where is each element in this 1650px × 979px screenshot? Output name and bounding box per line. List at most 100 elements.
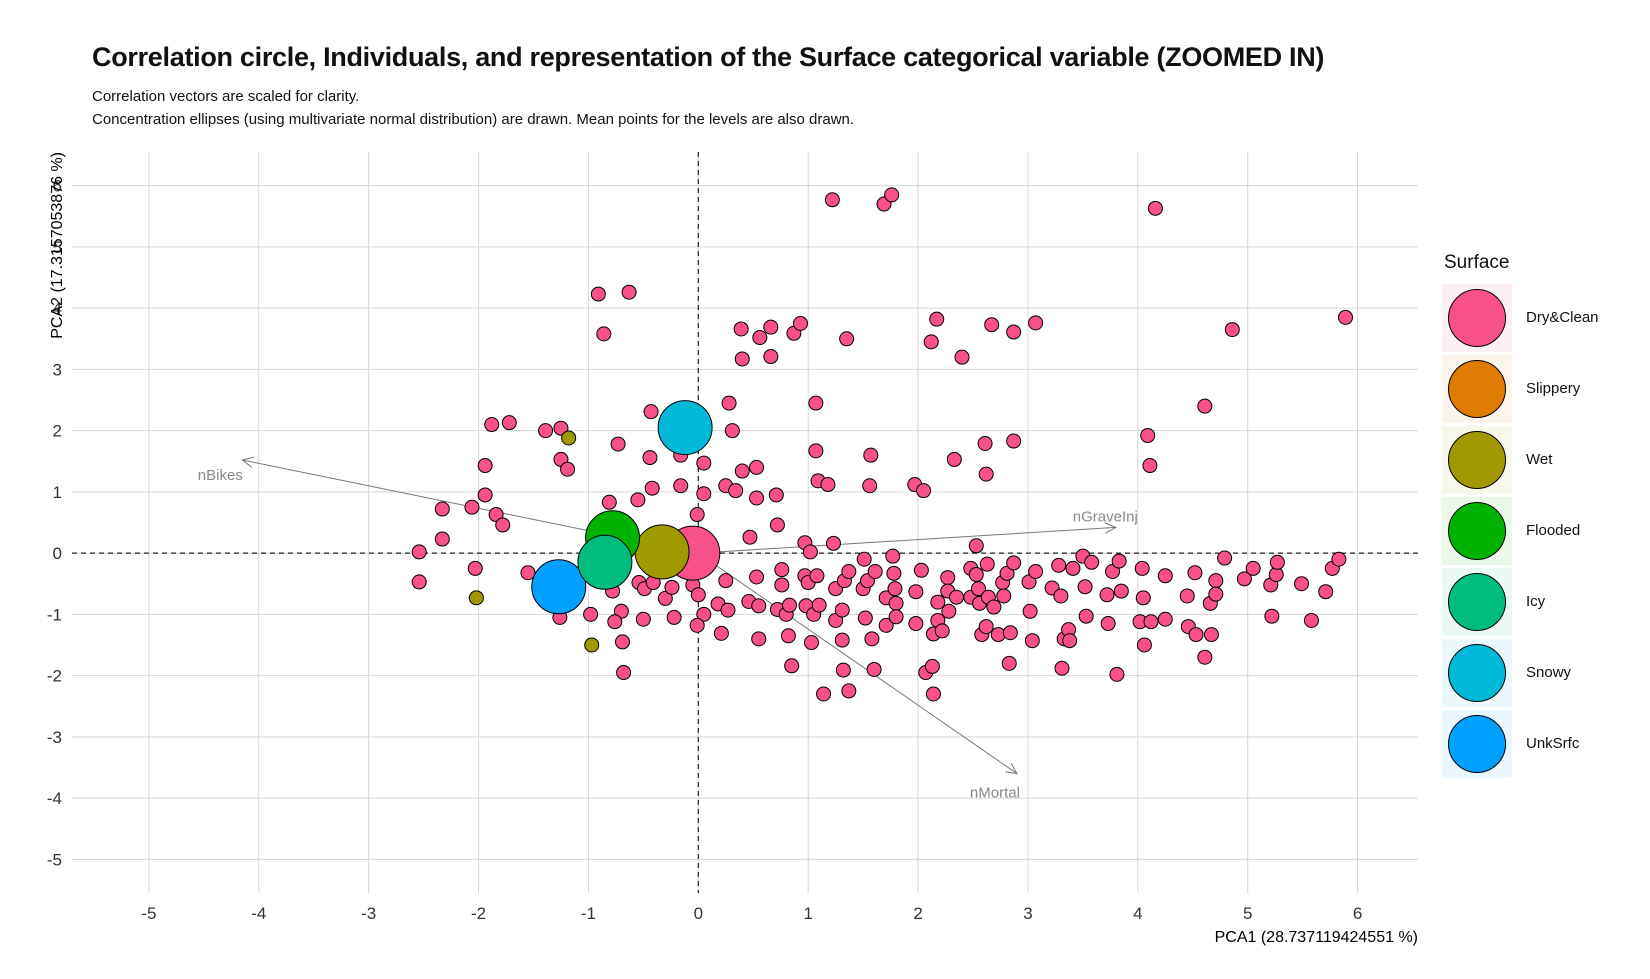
data-point xyxy=(601,494,617,510)
legend-key xyxy=(1442,567,1512,636)
data-point xyxy=(856,551,872,567)
data-point xyxy=(803,635,819,651)
y-tick-label: 1 xyxy=(53,483,62,502)
data-point xyxy=(824,192,840,208)
data-point xyxy=(780,628,796,644)
data-point xyxy=(1001,655,1017,671)
chart-subtitle-line-1: Correlation vectors are scaled for clari… xyxy=(92,88,360,105)
data-point xyxy=(751,598,767,614)
data-point xyxy=(484,417,500,433)
data-point xyxy=(866,661,882,677)
data-point xyxy=(696,455,712,471)
vector-arrowhead-nGraveInj xyxy=(1104,522,1117,534)
data-point xyxy=(1337,309,1353,325)
data-point xyxy=(864,631,880,647)
data-point xyxy=(434,531,450,547)
x-tick-label: 3 xyxy=(1023,904,1032,923)
data-point xyxy=(1065,560,1081,576)
data-point xyxy=(924,658,940,674)
y-tick-label: 4 xyxy=(53,299,62,318)
y-axis-label: PCA2 (17.3157053876 %) xyxy=(49,152,66,339)
legend-label: Icy xyxy=(1526,593,1546,610)
x-tick-label: 5 xyxy=(1243,904,1252,923)
data-point xyxy=(689,507,705,523)
data-point xyxy=(792,315,808,331)
data-point xyxy=(1203,627,1219,643)
y-tick-label: -3 xyxy=(47,728,62,747)
y-tick-label: -5 xyxy=(47,850,62,869)
data-point xyxy=(696,606,712,622)
legend-item: Icy xyxy=(1442,566,1642,637)
data-point xyxy=(839,331,855,347)
data-point xyxy=(1147,200,1163,216)
legend-item: Wet xyxy=(1442,424,1642,495)
y-tick-label: 0 xyxy=(53,544,62,563)
vector-line-nGraveInj xyxy=(698,526,1116,554)
data-point xyxy=(538,423,554,439)
data-point xyxy=(464,499,480,515)
data-point xyxy=(884,187,900,203)
y-tick-label: 2 xyxy=(53,422,62,441)
vector-label-nMortal: nMortal xyxy=(970,785,1020,802)
x-tick-label: -5 xyxy=(141,904,156,923)
data-point xyxy=(968,538,984,554)
data-point xyxy=(885,548,901,564)
legend-item: Slippery xyxy=(1442,353,1642,424)
data-point xyxy=(1303,612,1319,628)
data-point xyxy=(1002,625,1018,641)
data-point xyxy=(808,443,824,459)
data-point xyxy=(940,570,956,586)
data-point xyxy=(728,483,744,499)
data-point xyxy=(1006,433,1022,449)
data-point xyxy=(1006,555,1022,571)
data-point xyxy=(1157,611,1173,627)
legend-label: UnkSrfc xyxy=(1526,735,1580,752)
data-point xyxy=(616,665,632,681)
data-point xyxy=(984,317,1000,333)
data-point xyxy=(1331,551,1347,567)
vector-label-nBikes: nBikes xyxy=(198,467,243,484)
data-point xyxy=(657,590,673,606)
data-point xyxy=(590,286,606,302)
x-tick-label: 6 xyxy=(1353,904,1362,923)
data-point xyxy=(888,595,904,611)
data-point xyxy=(1022,603,1038,619)
data-point xyxy=(1197,398,1213,414)
data-point xyxy=(724,423,740,439)
y-tick-label: 6 xyxy=(53,177,62,196)
data-point xyxy=(733,321,749,337)
data-point xyxy=(954,349,970,365)
x-tick-label: -4 xyxy=(251,904,266,923)
vector-arrowhead-nBikes xyxy=(241,456,255,468)
data-point xyxy=(1294,576,1310,592)
data-point xyxy=(1113,583,1129,599)
data-point xyxy=(752,330,768,346)
data-point xyxy=(1053,588,1069,604)
data-point xyxy=(862,478,878,494)
mean-point-Icy xyxy=(577,534,633,590)
data-point xyxy=(774,577,790,593)
data-point xyxy=(968,567,984,583)
data-point xyxy=(1188,627,1204,643)
data-point xyxy=(946,451,962,467)
axes: -5 -4 -3 -2 -1 0 1 2 3 4 5 6 -5 -4 -3 -2 -1 0 1 2 3 4 5 6 xyxy=(47,177,1362,923)
legend-label: Slippery xyxy=(1526,380,1581,397)
legend-items: Dry&Clean Slippery Wet Flooded Icy Snowy UnkSr… xyxy=(1442,282,1642,779)
x-tick-label: -3 xyxy=(361,904,376,923)
x-tick-label: -2 xyxy=(471,904,486,923)
legend-label: Dry&Clean xyxy=(1526,309,1599,326)
data-point xyxy=(878,617,894,633)
data-point xyxy=(1264,608,1280,624)
data-point xyxy=(888,609,904,625)
data-point xyxy=(863,447,879,463)
data-point xyxy=(734,351,750,367)
data-point xyxy=(978,619,994,635)
data-point xyxy=(816,686,832,702)
data-point xyxy=(1006,324,1022,340)
legend-label: Flooded xyxy=(1526,522,1581,539)
data-point xyxy=(734,463,750,479)
data-point xyxy=(808,395,824,411)
data-point xyxy=(607,614,623,630)
data-point xyxy=(1078,608,1094,624)
legend-swatch xyxy=(1448,501,1506,560)
